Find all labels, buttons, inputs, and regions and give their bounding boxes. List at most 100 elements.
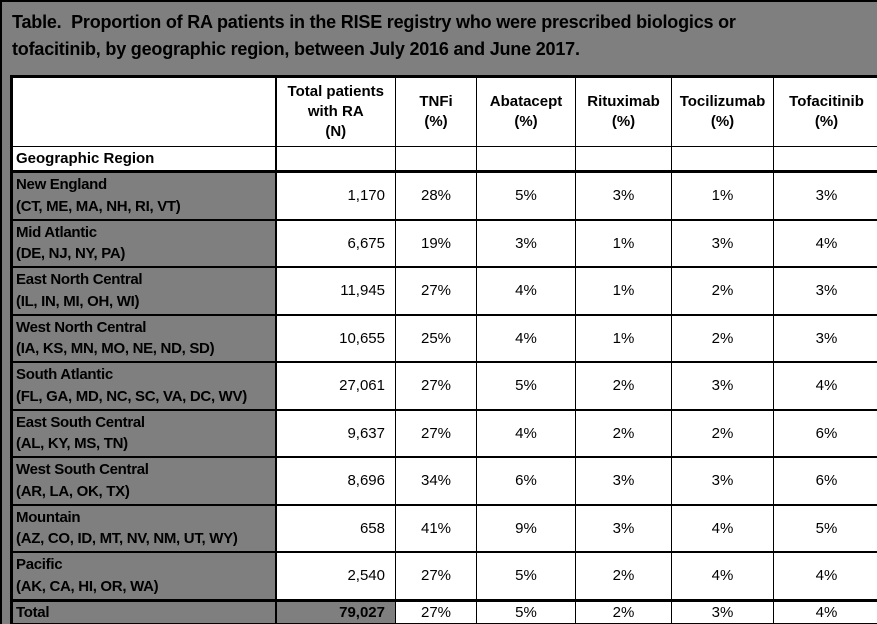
table-row: East South Central (AL, KY, MS, TN) 9,63…: [11, 408, 877, 458]
table-row: East North Central (IL, IN, MI, OH, WI) …: [11, 266, 877, 316]
abatacept-cell: 4%: [476, 313, 576, 363]
region-states: (IL, IN, MI, OH, WI): [16, 292, 140, 310]
abatacept-cell: 5%: [476, 361, 576, 411]
header-region: [11, 76, 277, 147]
tofacitinib-cell: 6%: [773, 456, 877, 506]
rituximab-cell: 3%: [575, 503, 672, 553]
region-states: (AZ, CO, ID, MT, NV, NM, UT, WY): [16, 530, 238, 548]
region-name: Pacific: [16, 556, 63, 573]
header-rituximab: Rituximab (%): [575, 76, 672, 147]
region-name: South Atlantic: [16, 366, 113, 383]
n-cell: 11,945: [275, 266, 396, 316]
abatacept-cell: 6%: [476, 456, 576, 506]
total-rituximab-cell: 2%: [575, 598, 672, 624]
tnfi-cell: 27%: [395, 361, 477, 411]
tnfi-cell: 27%: [395, 551, 477, 601]
n-cell: 658: [275, 503, 396, 553]
total-label-cell: Total: [11, 598, 277, 624]
region-cell: South Atlantic (FL, GA, MD, NC, SC, VA, …: [11, 361, 277, 411]
rituximab-cell: 1%: [575, 313, 672, 363]
tnfi-cell: 34%: [395, 456, 477, 506]
region-states: (IA, KS, MN, MO, NE, ND, SD): [16, 340, 215, 358]
empty-cell: [275, 146, 396, 173]
total-row: Total 79,027 27% 5% 2% 3% 4%: [11, 598, 877, 624]
table-row: Mid Atlantic (DE, NJ, NY, PA) 6,675 19% …: [11, 218, 877, 268]
tocilizumab-cell: 4%: [671, 503, 774, 553]
tocilizumab-cell: 3%: [671, 218, 774, 268]
empty-cell: [671, 146, 774, 173]
table-row: New England (CT, ME, MA, NH, RI, VT) 1,1…: [11, 170, 877, 221]
tnfi-cell: 25%: [395, 313, 477, 363]
region-name: East South Central: [16, 413, 145, 431]
n-cell: 10,655: [275, 313, 396, 363]
abatacept-cell: 9%: [476, 503, 576, 553]
header-tofacitinib: Tofacitinib (%): [773, 76, 877, 147]
rituximab-cell: 2%: [575, 551, 672, 601]
header-total-patients: Total patients with RA (N): [275, 76, 396, 147]
n-cell: 27,061: [275, 361, 396, 411]
table-row: West South Central (AR, LA, OK, TX) 8,69…: [11, 456, 877, 506]
region-cell: West South Central (AR, LA, OK, TX): [11, 456, 277, 506]
region-name: West North Central: [16, 318, 147, 336]
total-tofacitinib-cell: 4%: [773, 598, 877, 624]
tocilizumab-cell: 4%: [671, 551, 774, 601]
rituximab-cell: 1%: [575, 218, 672, 268]
tnfi-cell: 27%: [395, 266, 477, 316]
tofacitinib-cell: 5%: [773, 503, 877, 553]
rituximab-cell: 1%: [575, 266, 672, 316]
rituximab-cell: 2%: [575, 408, 672, 458]
tnfi-cell: 19%: [395, 218, 477, 268]
header-row: Total patients with RA (N) TNFi (%) Abat…: [11, 76, 877, 147]
total-tnfi-cell: 27%: [395, 598, 477, 624]
tocilizumab-cell: 3%: [671, 361, 774, 411]
empty-cell: [395, 146, 477, 173]
tocilizumab-cell: 3%: [671, 456, 774, 506]
tofacitinib-cell: 3%: [773, 170, 877, 221]
tocilizumab-cell: 1%: [671, 170, 774, 221]
tnfi-cell: 28%: [395, 170, 477, 221]
rituximab-cell: 3%: [575, 170, 672, 221]
rituximab-cell: 3%: [575, 456, 672, 506]
total-n-cell: 79,027: [275, 598, 396, 624]
region-name: East North Central: [16, 271, 143, 288]
total-abatacept-cell: 5%: [476, 598, 576, 624]
header-tnfi: TNFi (%): [395, 76, 477, 147]
n-cell: 9,637: [275, 408, 396, 458]
tnfi-cell: 27%: [395, 408, 477, 458]
tnfi-cell: 41%: [395, 503, 477, 553]
region-name: Mid Atlantic: [16, 223, 97, 241]
region-cell: Mid Atlantic (DE, NJ, NY, PA): [11, 218, 277, 268]
tocilizumab-cell: 2%: [671, 266, 774, 316]
section-label: Geographic Region: [11, 146, 277, 173]
region-states: (AL, KY, MS, TN): [16, 435, 128, 453]
tofacitinib-cell: 6%: [773, 408, 877, 458]
region-cell: New England (CT, ME, MA, NH, RI, VT): [11, 170, 277, 221]
n-cell: 6,675: [275, 218, 396, 268]
total-tocilizumab-cell: 3%: [671, 598, 774, 624]
region-states: (AK, CA, HI, OR, WA): [16, 577, 159, 595]
empty-cell: [476, 146, 576, 173]
region-cell: West North Central (IA, KS, MN, MO, NE, …: [11, 313, 277, 363]
tocilizumab-cell: 2%: [671, 408, 774, 458]
tofacitinib-cell: 3%: [773, 266, 877, 316]
region-name: West South Central: [16, 461, 149, 478]
abatacept-cell: 4%: [476, 408, 576, 458]
region-cell: East North Central (IL, IN, MI, OH, WI): [11, 266, 277, 316]
region-name: Mountain: [16, 508, 81, 526]
header-tocilizumab: Tocilizumab (%): [671, 76, 774, 147]
abatacept-cell: 5%: [476, 551, 576, 601]
n-cell: 1,170: [275, 170, 396, 221]
abatacept-cell: 5%: [476, 170, 576, 221]
abatacept-cell: 3%: [476, 218, 576, 268]
header-abatacept: Abatacept (%): [476, 76, 576, 147]
section-row: Geographic Region: [11, 146, 877, 173]
region-states: (FL, GA, MD, NC, SC, VA, DC, WV): [16, 387, 247, 405]
tofacitinib-cell: 4%: [773, 218, 877, 268]
region-cell: Mountain (AZ, CO, ID, MT, NV, NM, UT, WY…: [11, 503, 277, 553]
table-row: South Atlantic (FL, GA, MD, NC, SC, VA, …: [11, 361, 877, 411]
table-row: West North Central (IA, KS, MN, MO, NE, …: [11, 313, 877, 363]
n-cell: 8,696: [275, 456, 396, 506]
ra-biologics-table: Total patients with RA (N) TNFi (%) Abat…: [10, 75, 877, 624]
region-states: (CT, ME, MA, NH, RI, VT): [16, 197, 181, 215]
